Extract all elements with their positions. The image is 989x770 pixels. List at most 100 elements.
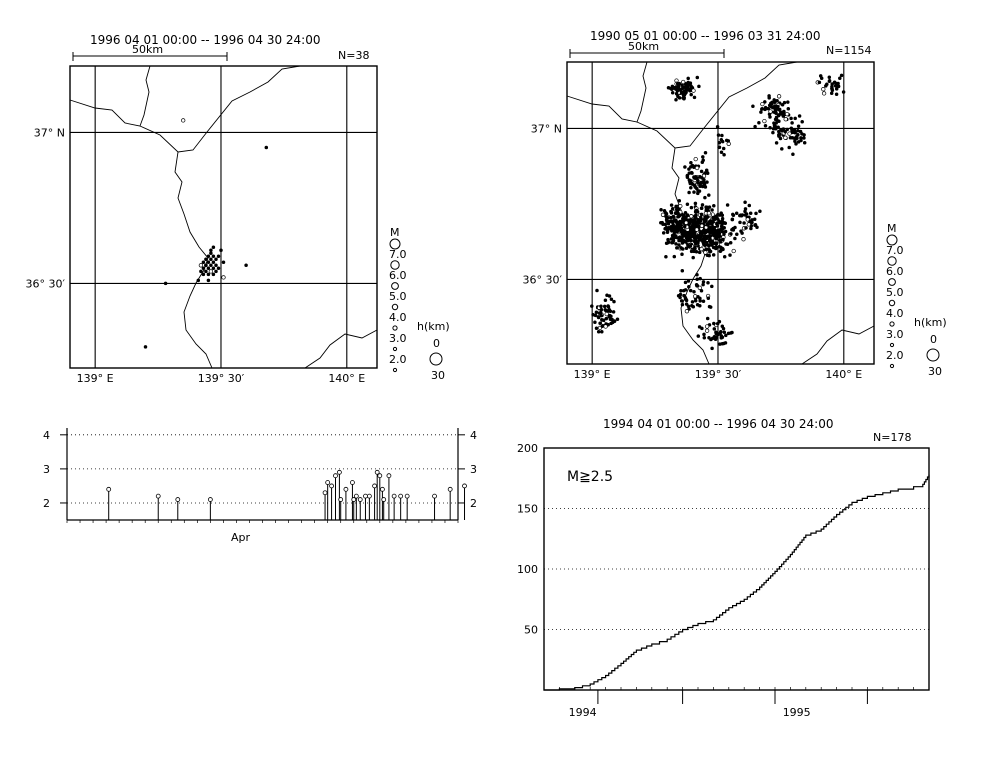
epicenter-point	[721, 326, 726, 331]
epicenter-point	[717, 145, 722, 149]
epicenter-point	[204, 257, 208, 262]
epicenter-point	[790, 128, 795, 133]
epicenter-point	[206, 254, 211, 259]
mt-stem-head	[366, 493, 372, 499]
latitude-label: 37° N	[34, 126, 65, 139]
epicenter-point	[731, 248, 736, 254]
legend-m-circle	[391, 303, 399, 311]
legend-m-circle	[888, 278, 896, 286]
epicenter-point	[606, 305, 611, 309]
epicenter-point	[793, 116, 797, 121]
epicenter-point	[687, 218, 691, 222]
epicenter-point	[682, 224, 687, 229]
epicenter-point	[725, 242, 730, 247]
epicenter-point	[209, 248, 213, 252]
epicenter-point	[683, 295, 688, 300]
epicenter-point	[600, 329, 604, 334]
epicenter-point	[827, 79, 832, 84]
epicenter-point	[753, 124, 757, 129]
map-left-panel: 1996 04 01 00:00 -- 1996 04 30 24:00 50k…	[26, 33, 378, 385]
epicenter-point	[594, 326, 599, 330]
epicenter-point	[674, 242, 678, 246]
epicenter-point	[699, 231, 704, 235]
epicenter-point	[677, 243, 681, 247]
epicenter-point	[720, 133, 724, 138]
epicenter-point	[678, 292, 683, 297]
epicenter-point	[707, 193, 711, 197]
latitude-label: 36° 30′	[26, 277, 66, 290]
cum-curve	[544, 474, 930, 691]
epicenter-point	[595, 288, 599, 293]
epicenter-point	[697, 189, 702, 193]
epicenter-point	[771, 130, 775, 135]
mt-stem-head	[363, 493, 368, 499]
epicenter-point	[599, 310, 603, 315]
mt-stem-head	[391, 493, 397, 499]
epicenter-point	[744, 226, 748, 230]
mt-stem-head	[325, 480, 331, 485]
epicenter-point	[688, 288, 693, 293]
epicenter-point	[681, 214, 686, 218]
epicenter-point	[824, 84, 828, 88]
epicenter-point	[666, 221, 671, 226]
epicenter-point	[829, 91, 834, 96]
epicenter-point	[720, 139, 725, 144]
epicenter-point	[693, 201, 698, 206]
epicenter-point	[596, 315, 601, 320]
epicenter-point	[599, 313, 604, 318]
epicenter-point	[733, 236, 737, 241]
legend-m-title: M	[390, 226, 400, 239]
epicenter-point	[676, 94, 680, 99]
mt-ticks: 2 2 3 3 4 4	[43, 429, 477, 523]
epicenter-point	[796, 128, 800, 133]
epicenter-point	[698, 276, 702, 281]
epicenter-point	[603, 298, 608, 303]
epicenter-point	[802, 136, 806, 140]
epicenter-point	[719, 334, 724, 338]
epicenter-point	[774, 111, 778, 116]
epicenter-point	[802, 140, 807, 145]
mt-stem-head	[380, 486, 385, 492]
epicenter-point	[729, 331, 733, 335]
epicenter-point	[694, 213, 698, 218]
epicenter-point	[703, 243, 707, 247]
epicenter-point	[702, 336, 707, 340]
epicenter-point	[693, 298, 698, 303]
epicenter-point	[729, 232, 733, 236]
epicenter-point	[768, 115, 772, 119]
epicenter-point	[684, 87, 689, 91]
mt-stem-head	[336, 469, 342, 475]
epicenter-point	[699, 212, 704, 217]
longitude-label: 140° E	[328, 372, 365, 385]
map-right-epicenters	[590, 73, 846, 351]
epicenter-point	[199, 269, 203, 274]
epicenter-point	[697, 325, 702, 329]
epicenter-point	[710, 208, 714, 212]
legend-m-value: 4.0	[389, 311, 407, 324]
epicenter-point	[682, 239, 687, 244]
epicenter-point	[663, 226, 667, 231]
epicenter-point	[219, 248, 223, 252]
epicenter-point	[782, 100, 787, 105]
epicenter-point	[733, 225, 737, 230]
epicenter-point	[795, 136, 799, 140]
epicenter-point	[699, 246, 704, 252]
epicenter-point	[715, 321, 720, 326]
epicenter-point	[214, 257, 218, 262]
cum-y-tick-label: 200	[517, 442, 538, 455]
epicenter-point	[769, 101, 773, 106]
map-right-scale-bar	[569, 49, 725, 58]
epicenter-point	[672, 215, 676, 219]
epicenter-point	[694, 209, 699, 213]
legend-m-value: 7.0	[389, 248, 407, 261]
map-right-legend: M h(km) 7.0 6.0 5.0 4.0 3.0 2.0 0 30	[886, 222, 947, 378]
epicenter-point	[783, 130, 787, 134]
map-left-coordinate-labels: 37° N 36° 30′ 139° E 139° 30′ 140° E	[26, 126, 366, 385]
legend-h-title: h(km)	[417, 320, 450, 333]
map-left-scale-label: 50km	[132, 43, 163, 56]
epicenter-point	[688, 88, 692, 93]
mt-stem-head	[386, 473, 392, 479]
epicenter-point	[712, 335, 717, 339]
mt-y-tick-label: 3	[43, 463, 50, 476]
epicenter-point	[719, 224, 724, 229]
